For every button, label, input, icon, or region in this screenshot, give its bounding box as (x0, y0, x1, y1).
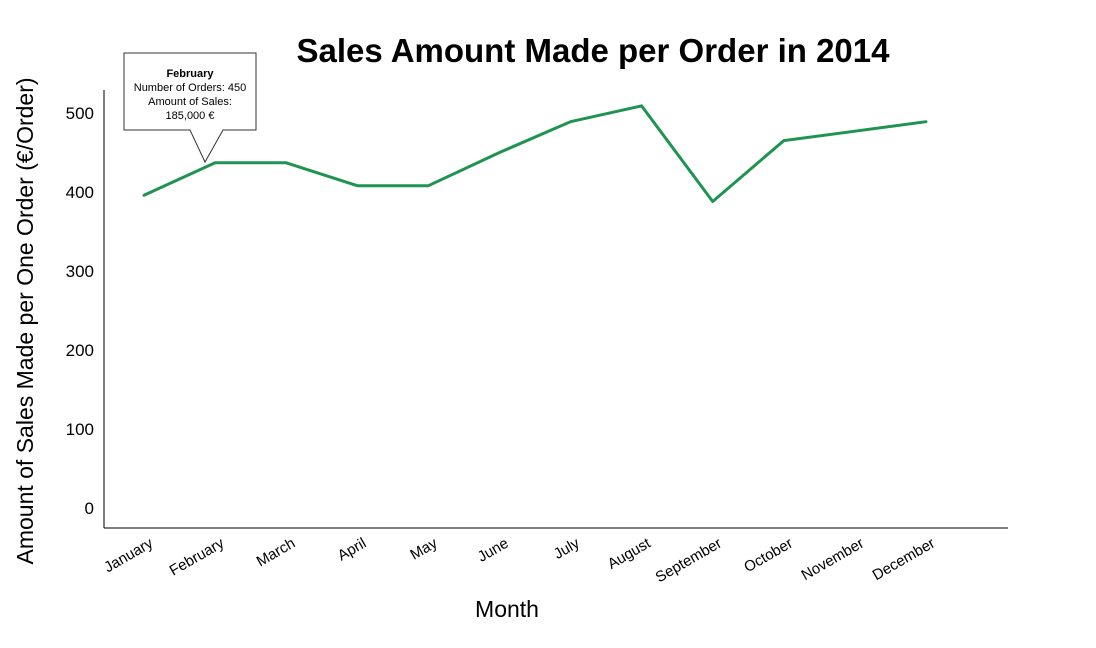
y-tick-label: 200 (66, 341, 94, 360)
y-tick-label: 0 (85, 499, 94, 518)
february-tooltip: February Number of Orders: 450 Amount of… (123, 52, 257, 164)
x-tick-label: June (475, 535, 512, 566)
x-tick-label: May (407, 534, 440, 563)
data-point-may[interactable] (424, 182, 432, 190)
y-tick-label: 500 (66, 104, 94, 123)
x-axis-title: Month (475, 596, 539, 622)
x-tick-label: September (653, 535, 725, 586)
chart-title: Sales Amount Made per Order in 2014 (297, 32, 891, 69)
data-point-july[interactable] (567, 118, 575, 126)
data-point-october[interactable] (780, 137, 788, 145)
data-point-november[interactable] (851, 127, 859, 135)
data-point-april[interactable] (353, 182, 361, 190)
x-tick-label: December (870, 535, 938, 584)
x-tick-label: July (551, 534, 583, 562)
data-point-february[interactable] (211, 159, 219, 167)
y-tick-labels: 0 100 200 300 400 500 (66, 104, 94, 518)
tooltip-line-orders: Number of Orders: 450 (134, 82, 247, 94)
data-point-august[interactable] (638, 102, 646, 110)
x-tick-label: January (101, 534, 156, 576)
y-tick-label: 300 (66, 262, 94, 281)
y-tick-label: 400 (66, 183, 94, 202)
x-tick-label: October (741, 535, 796, 576)
tooltip-box (123, 52, 257, 164)
data-point-september[interactable] (709, 197, 717, 205)
x-tick-label: April (335, 535, 369, 565)
x-tick-label: August (605, 534, 655, 572)
tooltip-line-sales-label: Amount of Sales: (148, 96, 232, 108)
tooltip-title: February (166, 68, 214, 80)
data-point-june[interactable] (495, 149, 503, 157)
x-tick-label: February (167, 534, 228, 579)
y-axis-title: Amount of Sales Made per One Order (€/Or… (12, 77, 38, 564)
x-tick-label: March (254, 535, 299, 571)
y-tick-label: 100 (66, 420, 94, 439)
sales-series-line (142, 104, 928, 203)
data-point-december[interactable] (922, 118, 930, 126)
x-tick-label: November (798, 535, 866, 584)
data-point-january[interactable] (140, 191, 148, 199)
data-point-march[interactable] (282, 159, 290, 167)
tooltip-line-sales-value: 185,000 € (166, 110, 215, 122)
x-tick-labels: January February March April May June July Augu… (101, 534, 938, 586)
